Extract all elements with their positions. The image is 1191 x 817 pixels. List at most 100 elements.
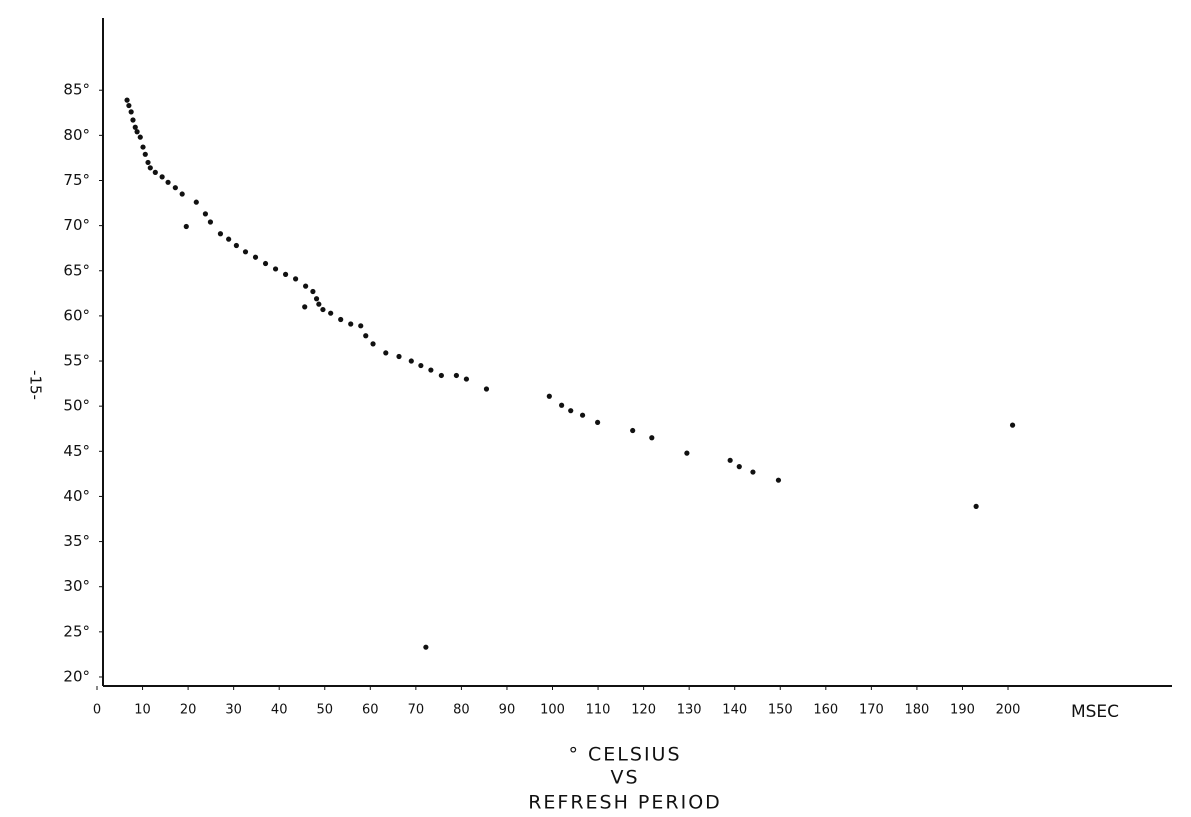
data-point xyxy=(140,144,146,150)
data-point xyxy=(202,211,209,217)
x-tick-label: 30 xyxy=(225,703,242,718)
data-point xyxy=(137,134,143,140)
data-point xyxy=(233,242,239,249)
y-tick-label: 70° xyxy=(63,216,90,234)
data-point xyxy=(579,412,586,418)
x-tick-label: 70 xyxy=(408,703,425,718)
x-tick-label: 200 xyxy=(996,703,1021,718)
y-tick-label: 30° xyxy=(63,577,90,595)
data-point xyxy=(313,296,320,302)
data-point xyxy=(152,169,158,175)
chart-title: VS xyxy=(610,767,639,789)
x-tick-label: 60 xyxy=(362,703,379,718)
x-tick-label: 150 xyxy=(768,703,793,718)
page-number: -15- xyxy=(27,370,45,400)
data-point xyxy=(1009,422,1016,428)
data-point xyxy=(973,503,979,509)
x-tick-label: 10 xyxy=(134,703,151,718)
y-tick-label: 45° xyxy=(63,442,90,460)
data-point xyxy=(423,644,429,650)
x-tick-label: 20 xyxy=(180,703,197,718)
data-point xyxy=(775,477,782,483)
x-tick-label: 50 xyxy=(316,703,333,718)
data-point xyxy=(595,419,601,426)
data-point xyxy=(302,304,308,310)
x-tick-label: 120 xyxy=(631,703,656,718)
y-tick-label: 35° xyxy=(63,532,90,550)
data-point xyxy=(142,151,148,157)
data-point xyxy=(684,450,690,456)
x-tick-label: 40 xyxy=(271,703,288,718)
data-point xyxy=(428,367,434,373)
data-point xyxy=(128,109,134,115)
data-point xyxy=(124,97,130,103)
data-point xyxy=(293,276,299,282)
x-tick-label: 80 xyxy=(453,703,470,718)
data-point xyxy=(179,191,185,197)
x-tick-label: 140 xyxy=(722,703,747,718)
chart-title: ° CELSIUS xyxy=(568,744,681,766)
data-point xyxy=(272,266,279,272)
data-point xyxy=(736,464,742,470)
x-tick-label: 90 xyxy=(499,703,516,718)
data-point xyxy=(358,323,364,329)
data-point xyxy=(172,185,178,191)
y-tick-label: 65° xyxy=(63,261,90,279)
data-point xyxy=(132,124,138,130)
data-point xyxy=(383,350,389,356)
x-tick-label: 130 xyxy=(677,703,702,718)
y-tick-label: 50° xyxy=(63,397,90,415)
y-tick-label: 55° xyxy=(63,352,90,370)
data-point xyxy=(370,341,376,347)
x-tick-label: 160 xyxy=(813,703,838,718)
y-tick-label: 25° xyxy=(63,622,90,640)
data-point xyxy=(217,231,224,237)
data-point xyxy=(418,362,424,369)
data-point xyxy=(546,393,552,399)
data-point xyxy=(130,117,136,123)
data-point xyxy=(207,219,214,225)
y-tick-label: 40° xyxy=(63,487,90,505)
y-tick-label: 60° xyxy=(63,306,90,324)
data-point xyxy=(559,402,565,408)
data-point xyxy=(316,301,322,307)
x-tick-label: 170 xyxy=(859,703,884,718)
data-point xyxy=(348,321,354,327)
x-tick-label: 110 xyxy=(586,703,611,718)
x-axis-label: MSEC xyxy=(1071,702,1119,722)
data-point xyxy=(242,249,249,255)
data-point xyxy=(438,372,444,379)
data-point xyxy=(649,435,655,441)
y-tick-label: 85° xyxy=(63,81,90,99)
data-point xyxy=(396,353,402,360)
data-point xyxy=(463,376,470,382)
x-tick-label: 190 xyxy=(950,703,975,718)
y-tick-label: 75° xyxy=(63,171,90,189)
y-tick-label: 20° xyxy=(63,667,90,685)
data-point xyxy=(310,288,316,295)
data-point xyxy=(408,358,414,364)
data-point xyxy=(165,179,171,185)
data-point xyxy=(727,457,733,463)
x-tick-label: 180 xyxy=(905,703,930,718)
data-point xyxy=(262,260,269,267)
x-tick-label: 0 xyxy=(93,703,101,718)
data-point xyxy=(193,199,199,205)
data-point xyxy=(750,469,756,475)
data-point xyxy=(147,165,153,171)
data-point xyxy=(453,372,459,379)
data-point xyxy=(328,310,334,316)
data-point xyxy=(630,427,636,434)
data-point xyxy=(134,129,140,135)
data-point xyxy=(252,254,259,260)
data-point xyxy=(282,271,289,277)
data-point xyxy=(320,306,326,313)
data-point xyxy=(338,316,344,323)
chart-title: REFRESH PERIOD xyxy=(528,792,722,814)
data-point xyxy=(126,102,132,109)
y-tick-label: 80° xyxy=(63,126,90,144)
data-point xyxy=(226,236,232,242)
data-point xyxy=(483,386,490,392)
data-point xyxy=(568,408,574,414)
